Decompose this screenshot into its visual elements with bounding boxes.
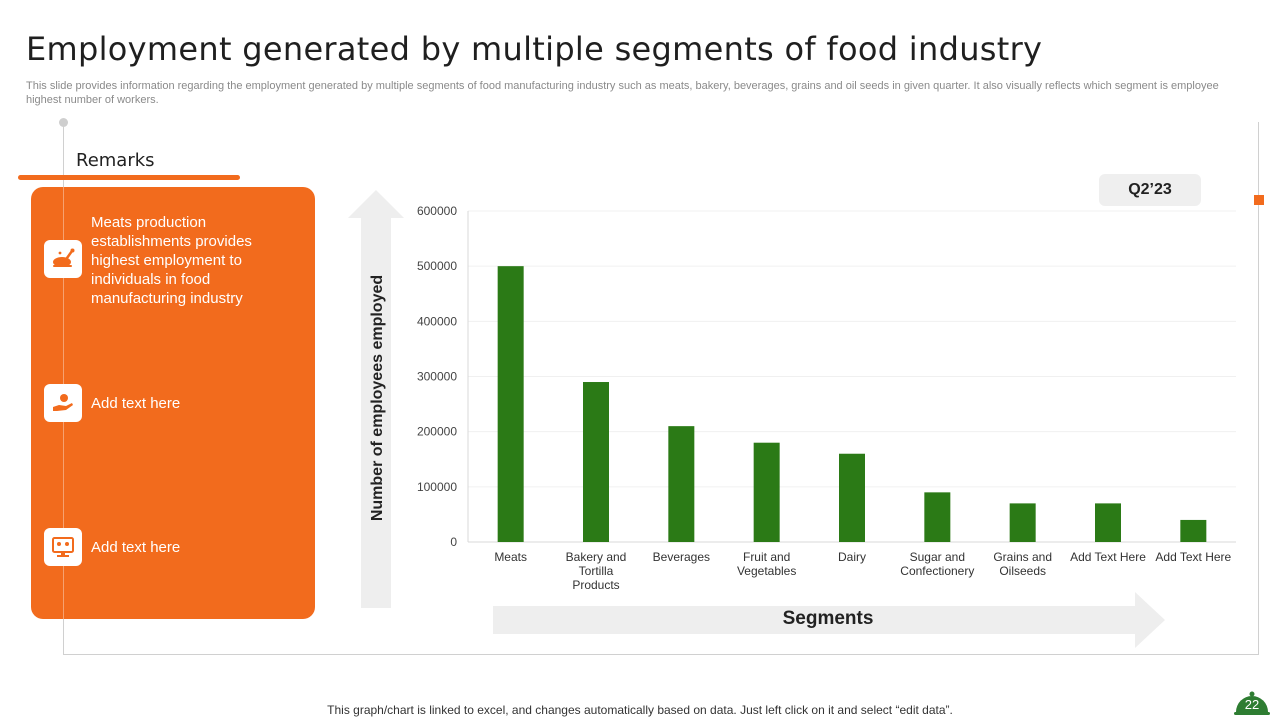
x-tick-label-4: Dairy bbox=[838, 550, 866, 564]
bar-2 bbox=[668, 426, 695, 542]
bar-0 bbox=[497, 266, 524, 542]
remarks-underline bbox=[18, 175, 240, 180]
footer-note: This graph/chart is linked to excel, and… bbox=[327, 703, 953, 717]
x-tick-label-1: Bakery and Tortilla Products bbox=[566, 550, 627, 592]
page-subtitle: This slide provides information regardin… bbox=[26, 80, 1219, 106]
y-tick-label-5: 500000 bbox=[417, 259, 457, 273]
y-axis-label: Number of employees employed bbox=[369, 274, 386, 522]
x-axis-right-arrow bbox=[493, 592, 1165, 648]
x-tick-label-5: Sugar and Confectionery bbox=[900, 550, 974, 578]
page-number-badge: 22 bbox=[1234, 691, 1270, 715]
page-number: 22 bbox=[1245, 697, 1259, 712]
bar-5 bbox=[924, 492, 951, 542]
bar-6 bbox=[1009, 503, 1036, 542]
x-tick-label-2: Beverages bbox=[653, 550, 710, 564]
y-tick-label-1: 100000 bbox=[417, 480, 457, 494]
bar-7 bbox=[1095, 503, 1121, 542]
y-tick-label-2: 200000 bbox=[417, 425, 457, 439]
page-title: Employment generated by multiple segment… bbox=[26, 30, 1043, 68]
x-tick-label-3: Fruit and Vegetables bbox=[737, 550, 796, 578]
bar-chart: 0 100000 200000 300000 400000 500000 600000 Mea… bbox=[417, 204, 1236, 592]
remark-text-1: Meats production establishments provides… bbox=[91, 214, 252, 307]
remark-text-3: Add text here bbox=[91, 539, 181, 556]
monitor-people-icon bbox=[44, 528, 82, 566]
y-tick-label-3: 300000 bbox=[417, 370, 457, 384]
bar-8 bbox=[1180, 519, 1207, 542]
remarks-title: Remarks bbox=[76, 150, 155, 171]
quarter-badge: Q2’23 bbox=[1099, 174, 1201, 206]
hand-serving-icon bbox=[44, 384, 82, 422]
accent-square bbox=[1254, 195, 1264, 205]
frame-dot bbox=[59, 118, 68, 127]
x-tick-label-6: Grains and Oilseeds bbox=[993, 550, 1052, 578]
x-axis-label: Segments bbox=[782, 608, 874, 629]
bar-3 bbox=[753, 442, 780, 542]
x-tick-label-7: Add Text Here bbox=[1070, 550, 1146, 564]
roast-chicken-icon bbox=[44, 240, 82, 278]
remark-text-2: Add text here bbox=[91, 395, 181, 412]
y-tick-label-6: 600000 bbox=[417, 204, 457, 218]
y-axis-up-arrow bbox=[348, 190, 404, 608]
y-tick-label-4: 400000 bbox=[417, 314, 457, 328]
bar-1 bbox=[583, 382, 609, 542]
x-tick-label-8: Add Text Here bbox=[1155, 550, 1231, 564]
x-tick-label-0: Meats bbox=[494, 550, 527, 564]
bar-4 bbox=[839, 453, 865, 542]
y-tick-label-0: 0 bbox=[450, 535, 457, 549]
